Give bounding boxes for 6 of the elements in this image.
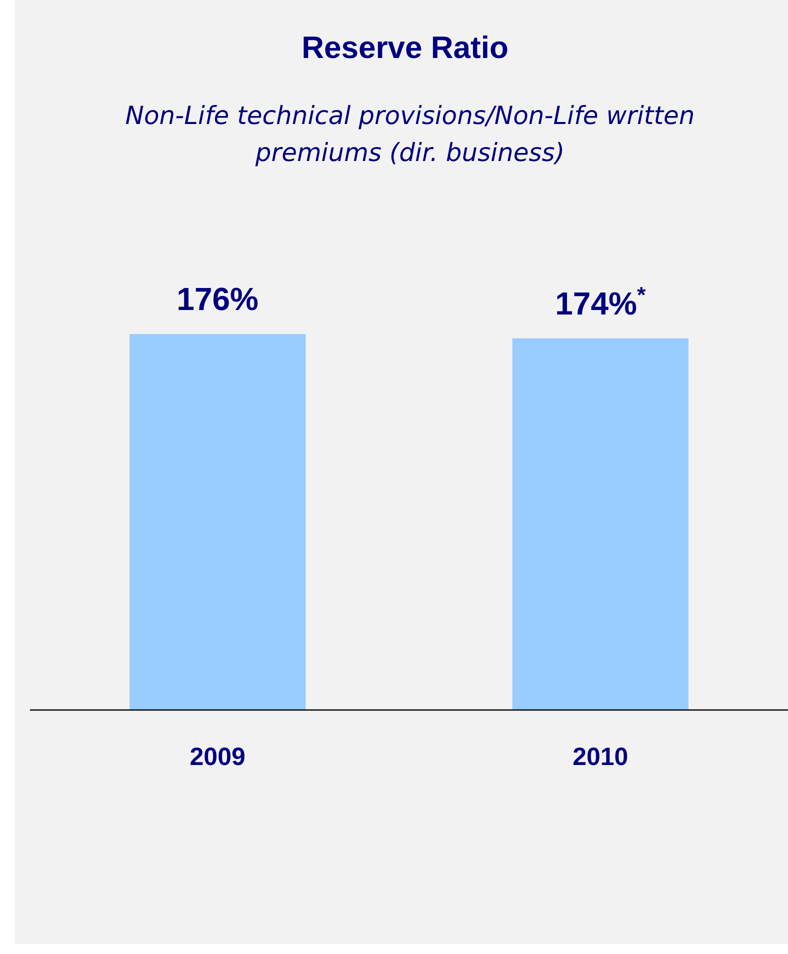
- x-tick-label: 2010: [572, 743, 628, 771]
- data-label: 174%$^{*}$: [555, 282, 646, 322]
- data-label: 176%: [176, 281, 259, 318]
- x-tick-label: 2009: [190, 743, 246, 771]
- chart-title: Reserve Ratio: [302, 30, 508, 65]
- chart-subtitle: Non-Life technical provisions/Non-Life written premiums (dir. business): [125, 101, 695, 167]
